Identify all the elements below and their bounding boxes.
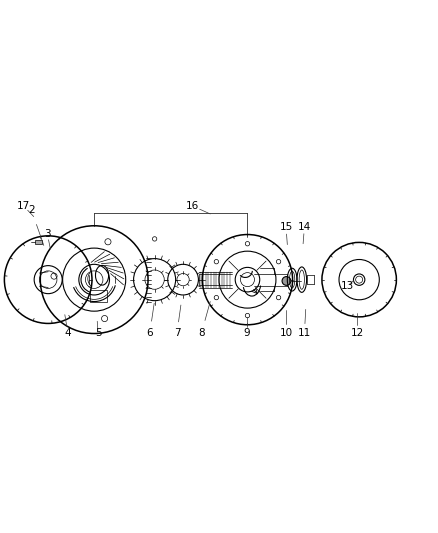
Text: 14: 14 [298, 222, 311, 232]
Circle shape [282, 277, 291, 285]
Text: 7: 7 [173, 328, 180, 338]
Text: 8: 8 [198, 328, 205, 338]
Text: 5: 5 [95, 328, 102, 338]
Text: 15: 15 [279, 222, 293, 232]
Text: 12: 12 [350, 328, 364, 338]
Text: 11: 11 [298, 328, 311, 338]
Bar [90, 290, 107, 302]
Text: 10: 10 [280, 328, 293, 338]
Text: 9: 9 [243, 328, 250, 338]
Bar [35, 240, 42, 244]
Text: 3: 3 [44, 229, 51, 239]
Text: 17: 17 [17, 201, 30, 211]
Text: 16: 16 [186, 201, 199, 211]
Text: 2: 2 [28, 205, 35, 215]
Text: 13: 13 [341, 281, 354, 291]
Text: 6: 6 [146, 328, 153, 338]
Text: 4: 4 [64, 328, 71, 338]
